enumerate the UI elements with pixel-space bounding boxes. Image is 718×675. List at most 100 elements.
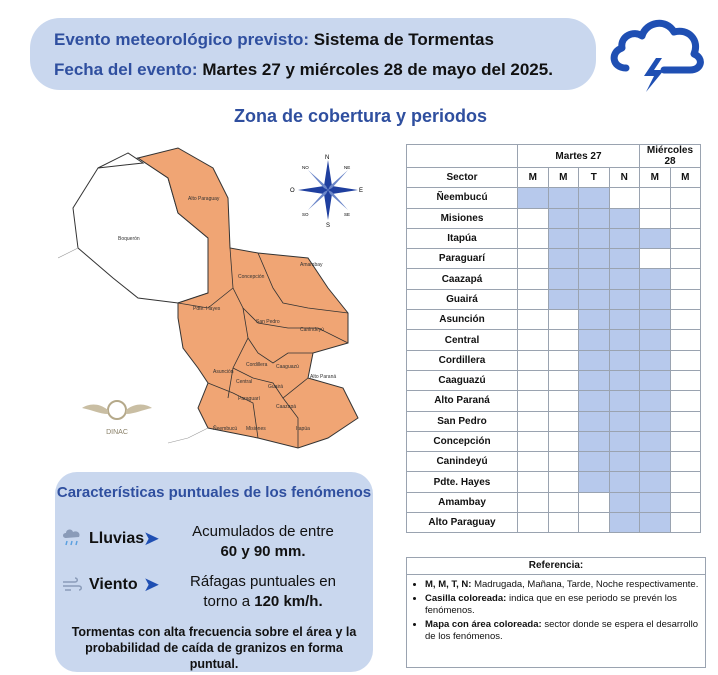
table-row: Cordillera <box>406 349 701 371</box>
period-cell-active <box>547 187 579 209</box>
reference-item-bold: Casilla coloreada: <box>425 593 507 604</box>
table-row: Central <box>406 329 701 351</box>
wind-label: Viento <box>89 576 138 593</box>
rain-text: Acumulados de entre 60 y 90 mm. <box>173 522 353 562</box>
period-cell-empty <box>669 410 701 432</box>
event-value: Sistema de Tormentas <box>313 30 494 49</box>
sector-name: Asunción <box>406 309 518 331</box>
period-cell-active <box>547 227 579 250</box>
period-cell-active <box>517 187 549 209</box>
date-line: Fecha del evento: Martes 27 y miércoles … <box>54 60 553 80</box>
period-cell-empty <box>669 512 701 534</box>
characteristics-title: Características puntuales de los fenómen… <box>56 484 372 501</box>
reference-item-text: indica que en ese periodo se prevén los … <box>425 593 677 616</box>
wind-icon <box>63 577 82 591</box>
period-cell-empty <box>669 471 701 493</box>
period-cell-active <box>608 491 640 514</box>
period-cell-empty <box>517 471 549 493</box>
table-row: Misiones <box>406 207 701 229</box>
table-row: Asunción <box>406 309 701 331</box>
table-day-row: Martes 27 Miércoles 28 <box>406 144 701 168</box>
rain-label: Lluvias <box>89 530 145 547</box>
map-label-alto-paraguay: Alto Paraguay <box>188 196 220 202</box>
period-cell-active <box>608 390 640 412</box>
reference-item: M, M, T, N: Madrugada, Mañana, Tarde, No… <box>425 579 705 591</box>
event-header: Evento meteorológico previsto: Sistema d… <box>30 18 596 90</box>
period-header: M <box>547 166 579 189</box>
sector-name: Pdte. Hayes <box>406 471 518 493</box>
period-cell-empty <box>547 390 579 412</box>
map-label-amambay: Amambay <box>300 262 323 268</box>
period-cell-active <box>608 349 640 371</box>
reference-title: Referencia: <box>406 557 706 575</box>
period-cell-empty <box>547 491 579 514</box>
table-row: Ñeembucú <box>406 187 701 209</box>
period-cell-empty <box>669 187 701 209</box>
date-value: Martes 27 y miércoles 28 de mayo del 202… <box>202 60 553 79</box>
period-cell-empty <box>639 187 671 209</box>
period-header: T <box>578 166 610 189</box>
reference-item-text: sector donde se espera el desarrollo de … <box>425 619 699 642</box>
period-cell-active <box>578 309 610 331</box>
period-cell-empty <box>669 207 701 229</box>
dinac-logo: DINAC <box>82 400 152 436</box>
table-row: Itapúa <box>406 227 701 250</box>
period-cell-active <box>639 471 671 493</box>
period-cell-active <box>578 288 610 311</box>
period-cell-active <box>639 430 671 453</box>
sector-name: Misiones <box>406 207 518 229</box>
period-cell-active <box>639 227 671 250</box>
period-cell-active <box>639 410 671 432</box>
period-cell-active <box>608 288 640 311</box>
compass-se: SE <box>344 212 350 217</box>
period-cell-active <box>639 349 671 371</box>
sector-name: Itapúa <box>406 227 518 250</box>
period-cell-empty <box>669 329 701 351</box>
characteristics-box: Características puntuales de los fenómen… <box>55 472 373 672</box>
map-label-cordillera: Cordillera <box>246 362 268 368</box>
period-cell-active <box>608 248 640 270</box>
event-line: Evento meteorológico previsto: Sistema d… <box>54 30 494 50</box>
period-cell-empty <box>517 288 549 311</box>
table-row: Concepción <box>406 430 701 453</box>
date-label: Fecha del evento: <box>54 60 198 79</box>
period-cell-active <box>608 410 640 432</box>
compass-so: SO <box>302 212 309 217</box>
table-body: Ñeembucú Misiones Itapúa Paraguarí Caazapá Gu… <box>406 187 701 534</box>
storm-note: Tormentas con alta frecuencia sobre el á… <box>71 625 357 671</box>
sector-name: Canindeyú <box>406 451 518 473</box>
reference-item-bold: Mapa con área coloreada: <box>425 619 542 630</box>
period-cell-active <box>608 512 640 534</box>
reference-list: M, M, T, N: Madrugada, Mañana, Tarde, No… <box>407 579 705 643</box>
period-cell-active <box>547 207 579 229</box>
period-cell-empty <box>517 451 549 473</box>
period-cell-empty <box>669 430 701 453</box>
period-header: M <box>669 166 701 189</box>
period-cell-active <box>608 471 640 493</box>
day-header-tuesday: Martes 27 <box>517 144 640 168</box>
period-cell-empty <box>669 451 701 473</box>
period-cell-active <box>608 430 640 453</box>
map-label-asuncion: Asunción <box>213 369 234 375</box>
sector-name: San Pedro <box>406 410 518 432</box>
period-cell-empty <box>547 512 579 534</box>
sector-name: Alto Paraná <box>406 390 518 412</box>
period-cell-empty <box>517 430 549 453</box>
sector-name: Cordillera <box>406 349 518 371</box>
period-cell-active <box>578 268 610 290</box>
table-row: Canindeyú <box>406 451 701 473</box>
period-cell-empty <box>669 288 701 311</box>
compass-e: E <box>359 188 363 194</box>
period-cell-active <box>639 491 671 514</box>
period-cell-empty <box>517 512 549 534</box>
period-cell-empty <box>669 491 701 514</box>
period-cell-active <box>639 451 671 473</box>
reference-item: Casilla coloreada: indica que en ese per… <box>425 593 705 617</box>
day-header-wednesday: Miércoles 28 <box>639 144 701 168</box>
table-row: Pdte. Hayes <box>406 471 701 493</box>
period-cell-empty <box>578 512 610 534</box>
reference-box: M, M, T, N: Madrugada, Mañana, Tarde, No… <box>406 574 706 668</box>
rain-cloud-icon <box>63 529 80 546</box>
rain-text-line1: Acumulados de entre <box>192 523 334 540</box>
sector-name: Caazapá <box>406 268 518 290</box>
